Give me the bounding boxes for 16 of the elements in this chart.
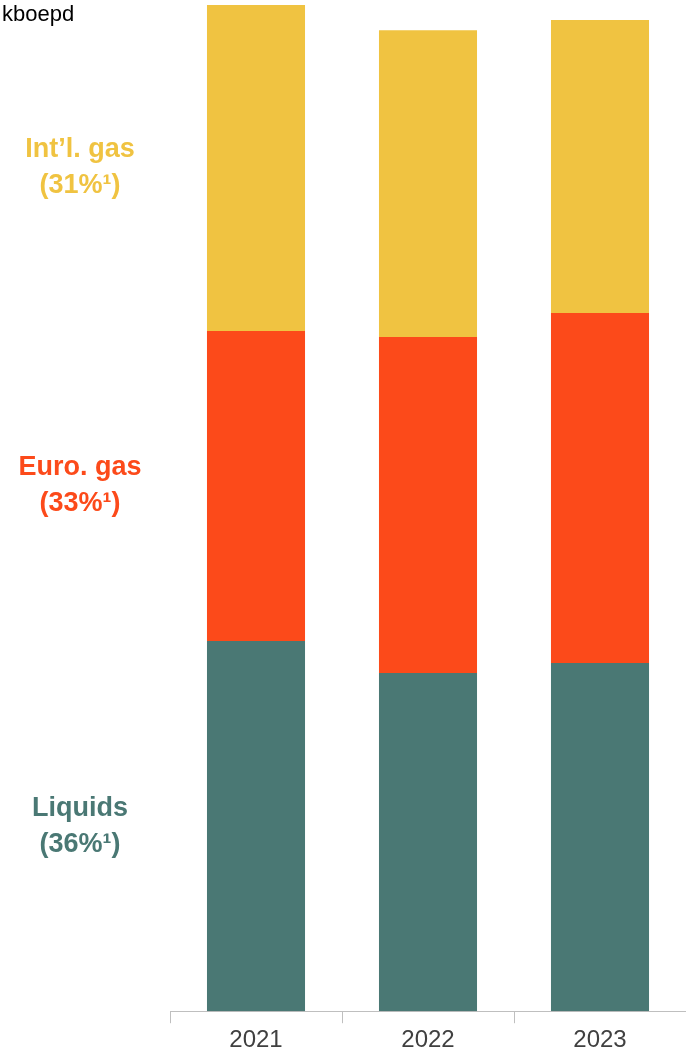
bar <box>550 20 650 313</box>
bar <box>206 331 306 641</box>
bar <box>378 337 478 674</box>
bar <box>550 663 650 1012</box>
x-tick-label: 2022 <box>401 1025 455 1053</box>
bar <box>550 312 650 664</box>
bar <box>206 5 306 332</box>
text: Liquids (36%¹) <box>32 791 128 858</box>
x-tick-label: 2023 <box>573 1025 627 1053</box>
text: Int’l. gas (31%¹) <box>25 133 135 200</box>
bar <box>378 30 478 338</box>
bar <box>206 640 306 1012</box>
bar <box>378 673 478 1012</box>
y-axis-title: kboepd <box>2 1 75 27</box>
x-tick-label: 2021 <box>229 1025 283 1053</box>
text: Euro. gas (33%¹) <box>18 451 142 518</box>
